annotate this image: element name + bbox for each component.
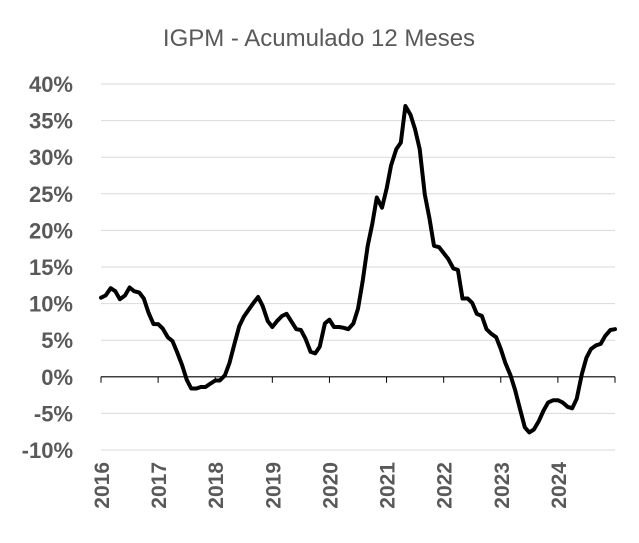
x-tick-label: 2023 [491,462,514,509]
gridlines [101,83,615,451]
y-tick-label: 15% [29,255,73,280]
x-tick-label: 2018 [205,462,228,509]
x-tick-label: 2024 [548,462,571,509]
axes [100,376,616,383]
y-tick-label: 30% [29,145,73,170]
chart-title: IGPM - Acumulado 12 Meses [163,25,475,52]
y-tick-label: -10% [22,438,73,463]
y-tick-label: 0% [41,365,73,390]
x-tick-labels: 2016 2017 2018 2019 2020 2021 2022 2023 2024 [91,462,571,509]
x-tick-label: 2017 [148,462,171,509]
x-tick-label: 2020 [319,462,342,509]
y-tick-label: 10% [29,292,73,317]
x-tick-label: 2022 [434,462,457,509]
y-tick-label: 20% [29,218,73,243]
y-tick-label: -5% [34,401,73,426]
series-layer [99,104,617,435]
series-line-igpm [99,104,617,435]
x-tick-label: 2019 [262,462,285,509]
y-tick-label: 5% [41,328,73,353]
x-tick-label: 2016 [91,462,114,509]
y-tick-label: 25% [29,182,73,207]
x-tick-label: 2021 [377,462,400,509]
y-tick-labels: -10% -5% 0% 5% 10% 15% 20% 25% 30% 35% 40% [22,72,73,463]
y-tick-label: 40% [29,72,73,97]
y-tick-label: 35% [29,109,73,134]
